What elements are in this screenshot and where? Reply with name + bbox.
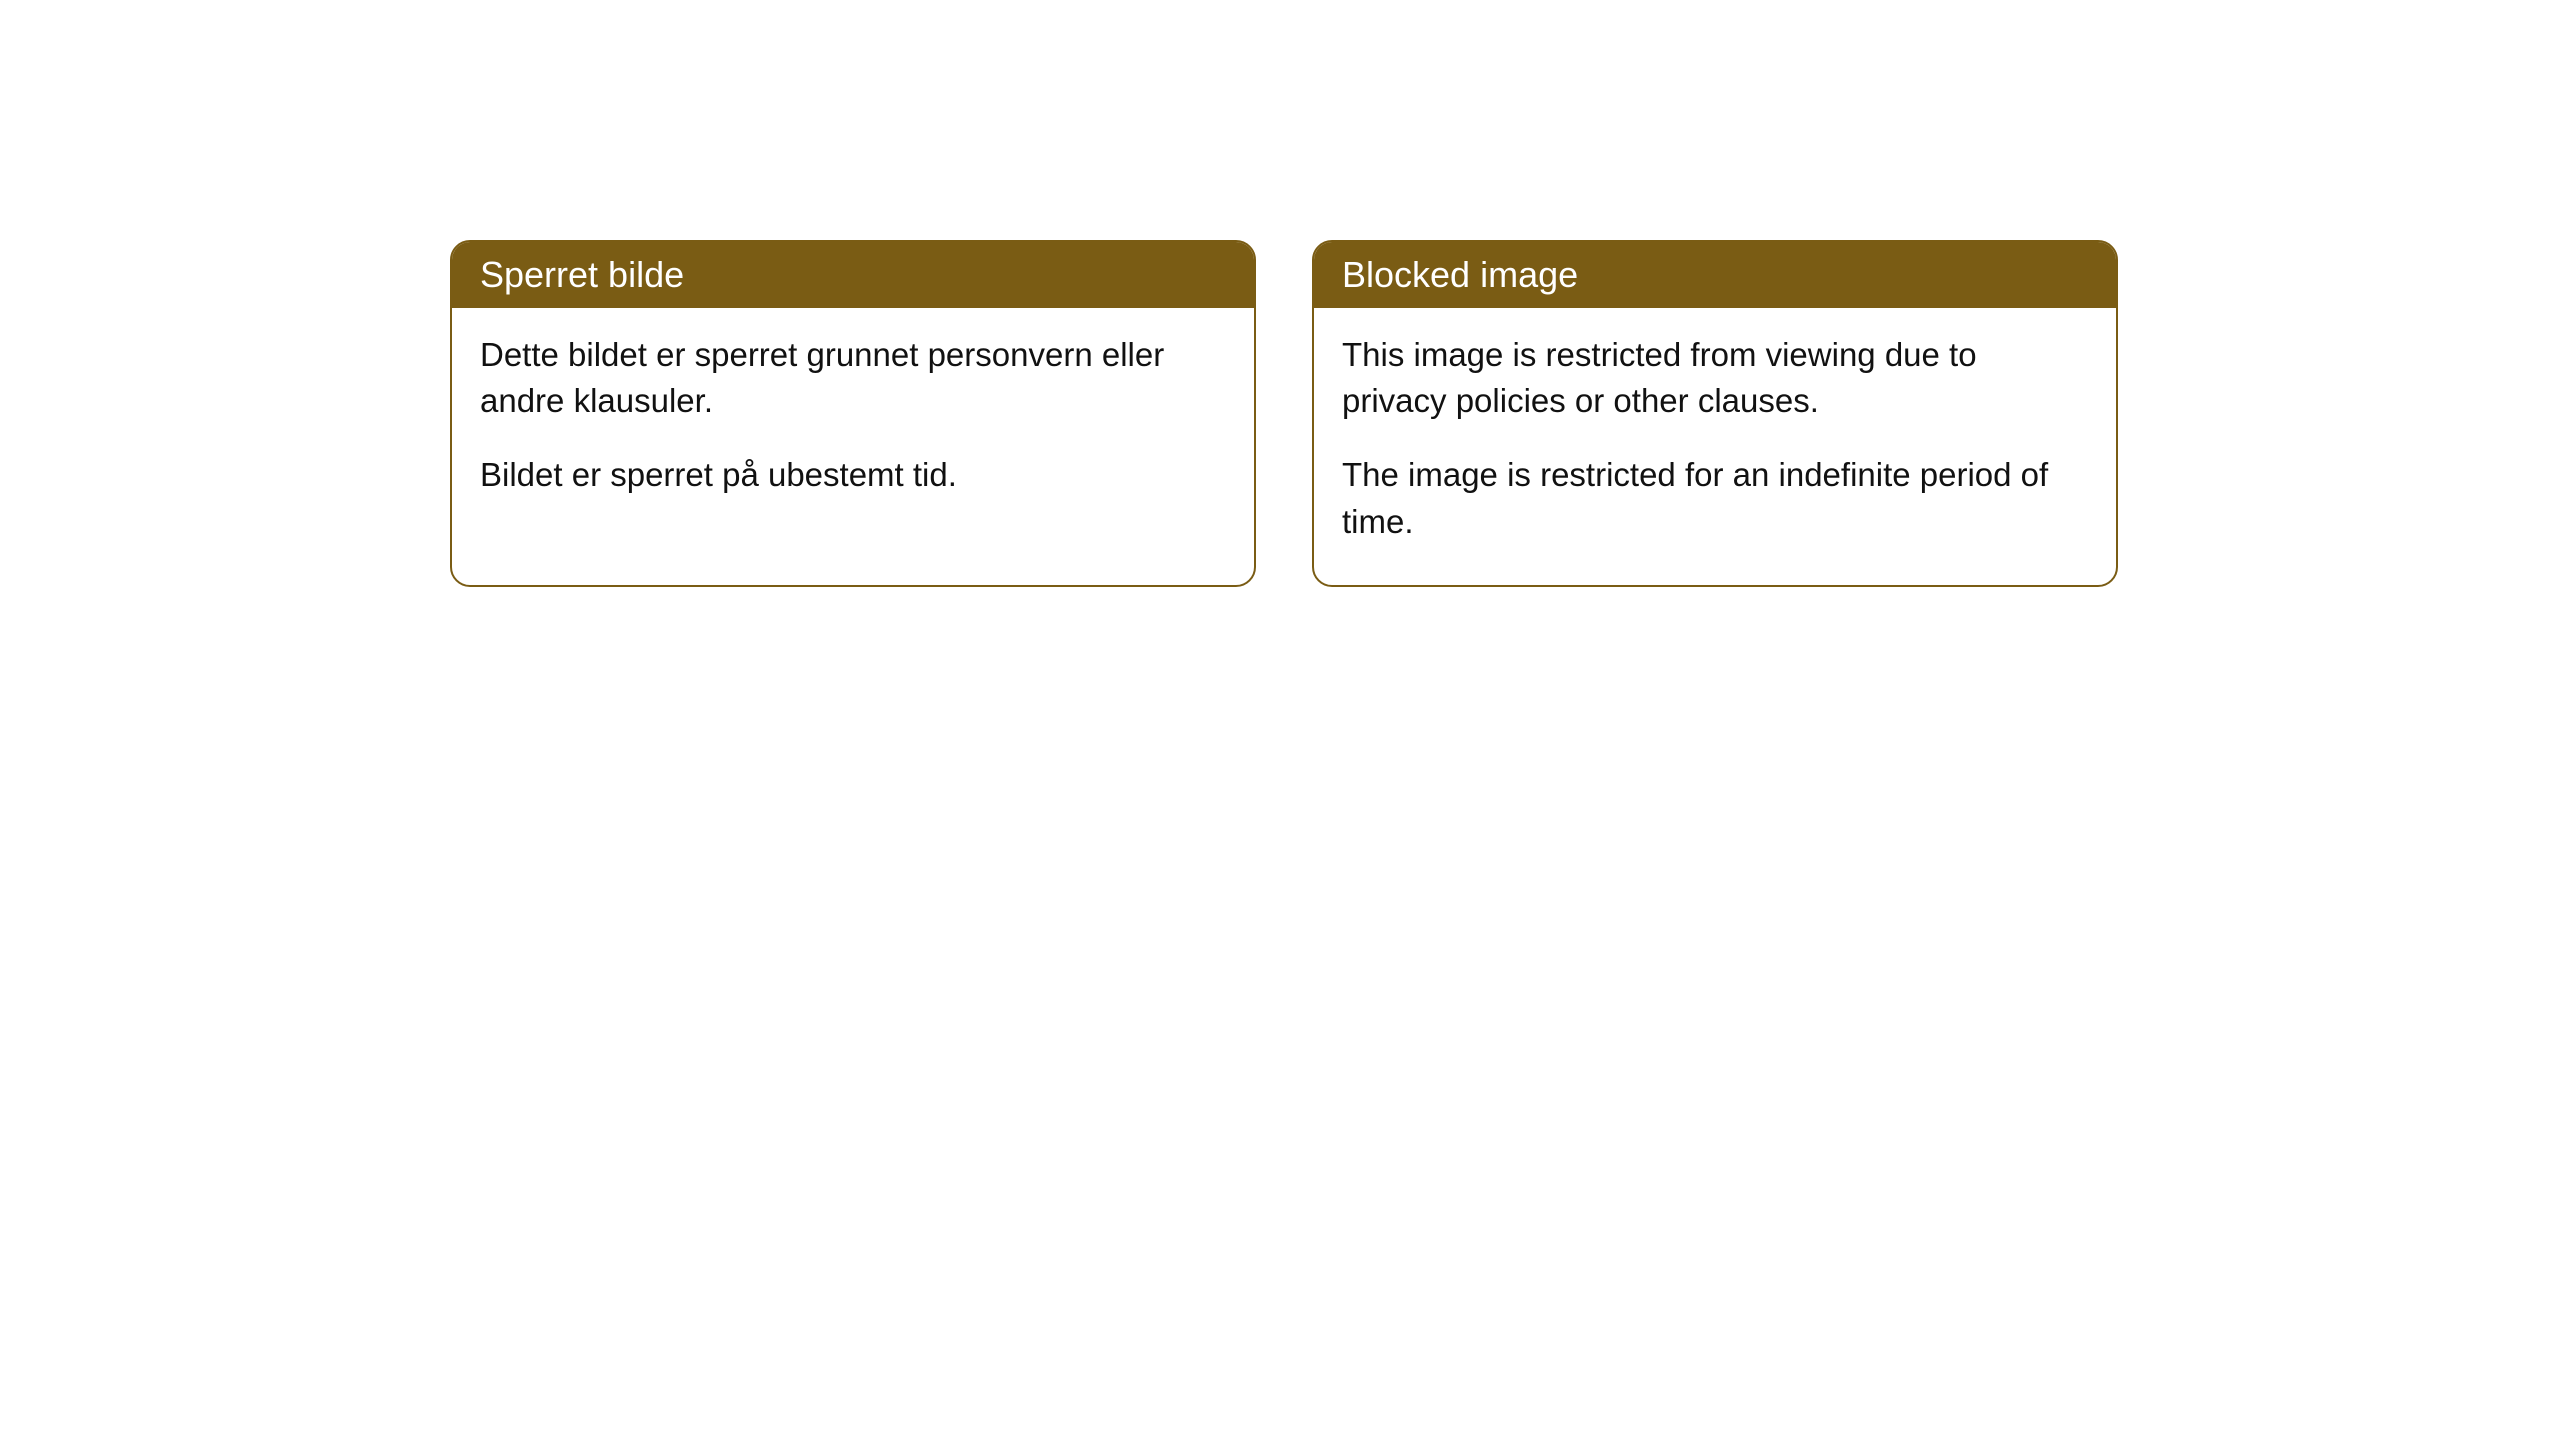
card-english: Blocked image This image is restricted f… [1312, 240, 2118, 587]
card-paragraph: This image is restricted from viewing du… [1342, 332, 2088, 424]
card-header: Sperret bilde [452, 242, 1254, 308]
card-title: Sperret bilde [480, 254, 684, 295]
cards-container: Sperret bilde Dette bildet er sperret gr… [450, 240, 2560, 587]
card-paragraph: Dette bildet er sperret grunnet personve… [480, 332, 1226, 424]
card-body: Dette bildet er sperret grunnet personve… [452, 308, 1254, 539]
card-title: Blocked image [1342, 254, 1578, 295]
card-norwegian: Sperret bilde Dette bildet er sperret gr… [450, 240, 1256, 587]
card-paragraph: The image is restricted for an indefinit… [1342, 452, 2088, 544]
card-header: Blocked image [1314, 242, 2116, 308]
card-body: This image is restricted from viewing du… [1314, 308, 2116, 585]
card-paragraph: Bildet er sperret på ubestemt tid. [480, 452, 1226, 498]
